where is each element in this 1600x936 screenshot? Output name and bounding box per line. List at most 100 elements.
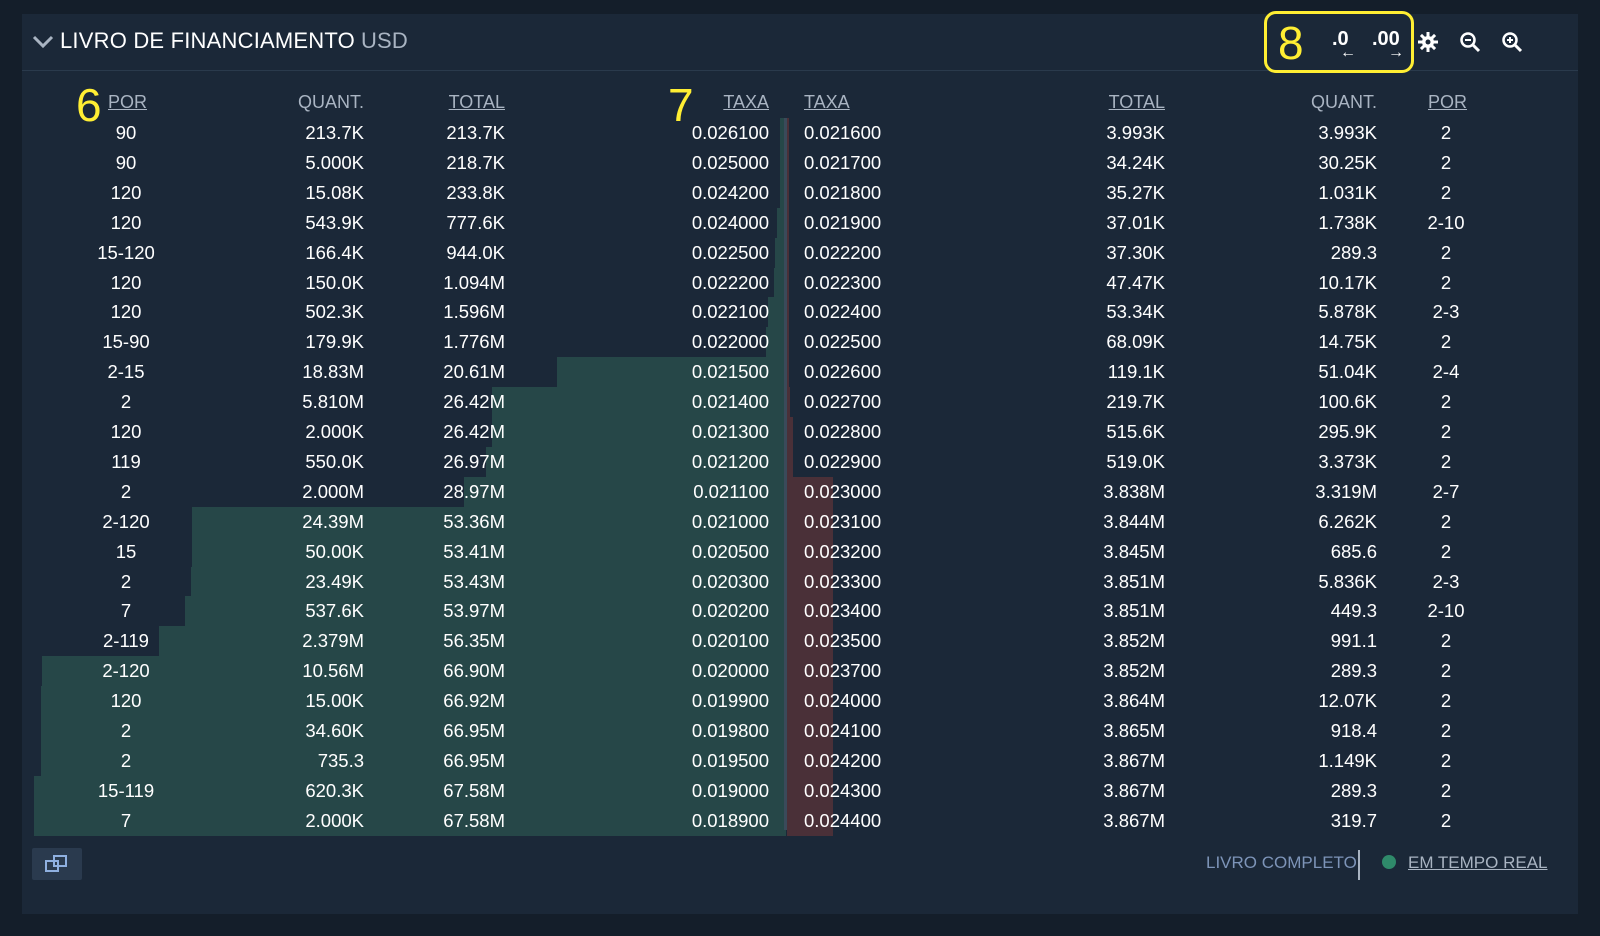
ask-total-cell: 3.844M [1103,510,1165,532]
table-row[interactable]: 90 213.7K 213.7K 0.026100 0.021600 3.993K 3.99… [22,118,1578,148]
zoom-out-icon[interactable] [1458,30,1482,54]
ask-rate-cell: 0.021700 [804,151,882,173]
zoom-in-icon[interactable] [1500,30,1524,54]
bid-rate-cell: 0.021000 [691,510,769,532]
table-row[interactable]: 15-90 179.9K 1.776M 0.022000 0.022500 68.09K 1… [22,327,1578,357]
ask-total-cell: 3.867M [1103,749,1165,771]
ask-rate-cell: 0.024100 [804,720,882,741]
table-row[interactable]: 15-120 166.4K 944.0K 0.022500 0.022200 37.30K… [22,238,1578,268]
table-row[interactable]: 120 150.0K 1.094M 0.022200 0.022300 47.47K 10.… [22,268,1578,298]
ask-amount-cell: 12.07K [1318,690,1377,712]
decrease-precision-button[interactable]: .0 ← [1332,28,1356,61]
bid-total-cell: 1.596M [443,301,505,323]
live-status-dot [1382,855,1396,869]
table-row[interactable]: 2 735.3 66.95M 0.019500 0.024200 3.867M 1.149K… [22,746,1578,776]
bid-rate-cell: 0.021500 [691,361,769,383]
ask-depth-bar [787,357,789,388]
ask-amount-cell: 1.149K [1318,749,1377,771]
table-row[interactable]: 7 537.6K 53.97M 0.020200 0.023400 3.851M 449.3… [22,596,1578,626]
table-row[interactable]: 2 34.60K 66.95M 0.019800 0.024100 3.865M 918.4… [22,716,1578,746]
bid-count-cell: 120 [110,301,142,323]
bid-count-cell: 2 [120,720,132,741]
popout-icon [45,855,67,872]
bid-rate-cell: 0.019000 [691,779,769,801]
bid-total-cell: 1.776M [443,331,505,353]
bid-depth-bar [41,745,786,777]
bid-total-cell: 67.58M [443,809,505,831]
table-row[interactable]: 120 543.9K 777.6K 0.024000 0.021900 37.01K 1.7… [22,208,1578,238]
table-row[interactable]: 2 5.810M 26.42M 0.021400 0.022700 219.7K 100.6… [22,387,1578,417]
table-row[interactable]: 2-15 18.83M 20.61M 0.021500 0.022600 119.1K 51… [22,357,1578,387]
col-ask-total[interactable]: TOTAL [1108,92,1165,112]
bid-total-cell: 1.094M [443,271,505,293]
annotation-8: 8 [1278,17,1304,69]
ask-depth-bar [787,626,833,657]
bid-depth-bar [192,506,786,538]
col-bid-rate[interactable]: TAXA [723,92,769,112]
bid-count-cell: 15-120 [97,241,155,263]
bid-total-cell: 26.42M [443,421,505,442]
ask-rate-cell: 0.024400 [804,809,882,831]
table-row[interactable]: 2-119 2.379M 56.35M 0.020100 0.023500 3.852M 9… [22,626,1578,656]
bid-total-cell: 213.7K [446,122,505,143]
ask-depth-bar [787,387,790,418]
bid-amount-cell: 34.60K [305,720,364,741]
chevron-down-icon[interactable] [32,34,54,50]
table-row[interactable]: 15 50.00K 53.41M 0.020500 0.023200 3.845M 685.… [22,537,1578,567]
table-row[interactable]: 15-119 620.3K 67.58M 0.019000 0.024300 3.867M… [22,776,1578,806]
bid-depth-bar [492,417,786,448]
ask-total-cell: 3.867M [1103,779,1165,801]
table-row[interactable]: 7 2.000K 67.58M 0.018900 0.024400 3.867M 319.7… [22,806,1578,836]
bid-amount-cell: 550.0K [305,450,364,472]
table-row[interactable]: 120 15.00K 66.92M 0.019900 0.024000 3.864M 12.… [22,686,1578,716]
table-row[interactable]: 120 502.3K 1.596M 0.022100 0.022400 53.34K 5.8… [22,297,1578,327]
table-row[interactable]: 2-120 24.39M 53.36M 0.021000 0.023100 3.844M 6… [22,507,1578,537]
bid-amount-cell: 179.9K [305,331,364,353]
col-bid-count[interactable]: POR [108,92,148,112]
increase-precision-button[interactable]: .00 → [1372,28,1404,61]
bid-depth-bar [34,805,786,837]
ask-depth-bar [787,476,833,508]
table-row[interactable]: 2 23.49K 53.43M 0.020300 0.023300 3.851M 5.836… [22,567,1578,597]
bid-total-cell: 66.90M [443,660,505,682]
ask-rate-cell: 0.021800 [804,181,882,203]
bid-count-cell: 7 [120,809,132,831]
ask-total-cell: 119.1K [1107,361,1165,383]
col-ask-count[interactable]: POR [1428,92,1468,112]
gear-icon[interactable] [1416,30,1440,54]
col-ask-rate[interactable]: TAXA [804,92,850,112]
bid-count-cell: 2-119 [103,630,149,652]
bid-rate-cell: 0.019800 [691,720,769,741]
ask-total-cell: 3.851M [1103,600,1165,622]
bid-depth-bar [768,297,786,328]
bid-count-cell: 2 [120,391,132,413]
ask-amount-cell: 51.04K [1318,361,1377,383]
bid-amount-cell: 2.000K [305,421,364,442]
bid-count-cell: 15 [115,540,137,562]
full-book-link[interactable]: LIVRO COMPLETO [1206,853,1357,872]
ask-rate-cell: 0.024000 [804,690,882,712]
popout-button[interactable] [32,848,82,880]
ask-total-cell: 3.865M [1103,720,1165,741]
ask-count-cell: 2-3 [1432,570,1460,592]
ask-amount-cell: 289.3 [1330,779,1377,801]
ask-total-cell: 3.867M [1103,809,1165,831]
ask-count-cell: 2-10 [1427,600,1465,622]
table-row[interactable]: 2 2.000M 28.97M 0.021100 0.023000 3.838M 3.319… [22,477,1578,507]
table-row[interactable]: 90 5.000K 218.7K 0.025000 0.021700 34.24K 30.2… [22,148,1578,178]
col-bid-total[interactable]: TOTAL [448,92,505,112]
ask-rate-cell: 0.022200 [804,241,882,263]
table-row[interactable]: 120 2.000K 26.42M 0.021300 0.022800 515.6K 295… [22,417,1578,447]
ask-amount-cell: 449.3 [1330,600,1377,622]
bid-total-cell: 777.6K [446,211,505,233]
table-row[interactable]: 2-120 10.56M 66.90M 0.020000 0.023700 3.852M 2… [22,656,1578,686]
panel-header: LIVRO DE FINANCIAMENTO USD 8 .0 ← .00 → [22,11,1578,73]
table-row[interactable]: 119 550.0K 26.97M 0.021200 0.022900 519.0K 3.3… [22,447,1578,477]
table-row[interactable]: 120 15.08K 233.8K 0.024200 0.021800 35.27K 1.0… [22,178,1578,208]
ask-depth-bar [787,745,833,777]
bid-depth-bar [185,596,786,627]
realtime-toggle[interactable]: EM TEMPO REAL [1408,853,1548,872]
bid-rate-cell: 0.020200 [691,600,769,622]
bid-total-cell: 53.43M [443,570,505,592]
ask-depth-bar [787,596,833,627]
